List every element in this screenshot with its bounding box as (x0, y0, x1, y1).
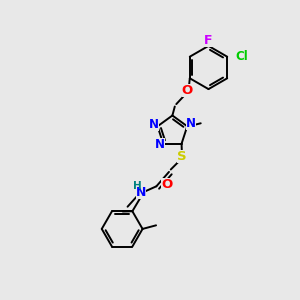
Text: S: S (177, 150, 186, 163)
Text: N: N (154, 138, 165, 151)
Text: Cl: Cl (236, 50, 248, 63)
Text: F: F (204, 34, 213, 47)
Text: H: H (133, 181, 142, 191)
Text: O: O (161, 178, 172, 191)
Text: N: N (186, 117, 196, 130)
Text: N: N (136, 186, 146, 200)
Text: N: N (149, 118, 159, 131)
Text: O: O (182, 84, 193, 98)
